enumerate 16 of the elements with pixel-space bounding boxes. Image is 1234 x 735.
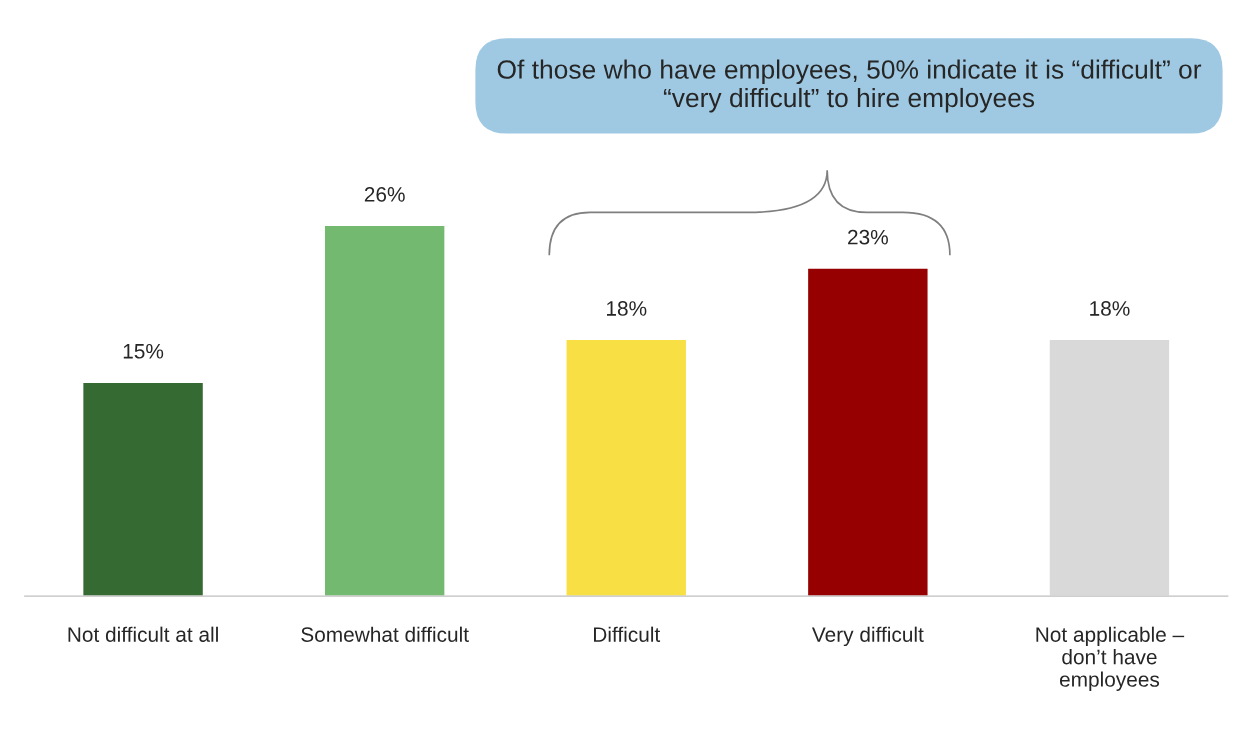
bar [323, 224, 446, 597]
text: Of those who have employees, 50% indicate it is “difficult” or “very difficult” to hire employees [497, 59, 1202, 113]
bar [806, 267, 929, 597]
x-tick-label: Very difficult [811, 626, 924, 647]
data-label: 15% [123, 343, 164, 359]
data-label: 18% [1090, 301, 1130, 316]
data-label: 26% [364, 187, 405, 202]
x-tick-label: Not applicable – don’t have employees [1036, 626, 1185, 691]
x-tick-label: Difficult [594, 626, 661, 642]
data-label: 23% [848, 229, 888, 245]
bar [1048, 338, 1171, 597]
data-label: 18% [607, 301, 647, 316]
bar [565, 338, 688, 597]
bar [81, 381, 205, 597]
x-tick-label: Not difficult at all [68, 626, 218, 642]
x-tick-label: Somewhat difficult [301, 626, 469, 642]
